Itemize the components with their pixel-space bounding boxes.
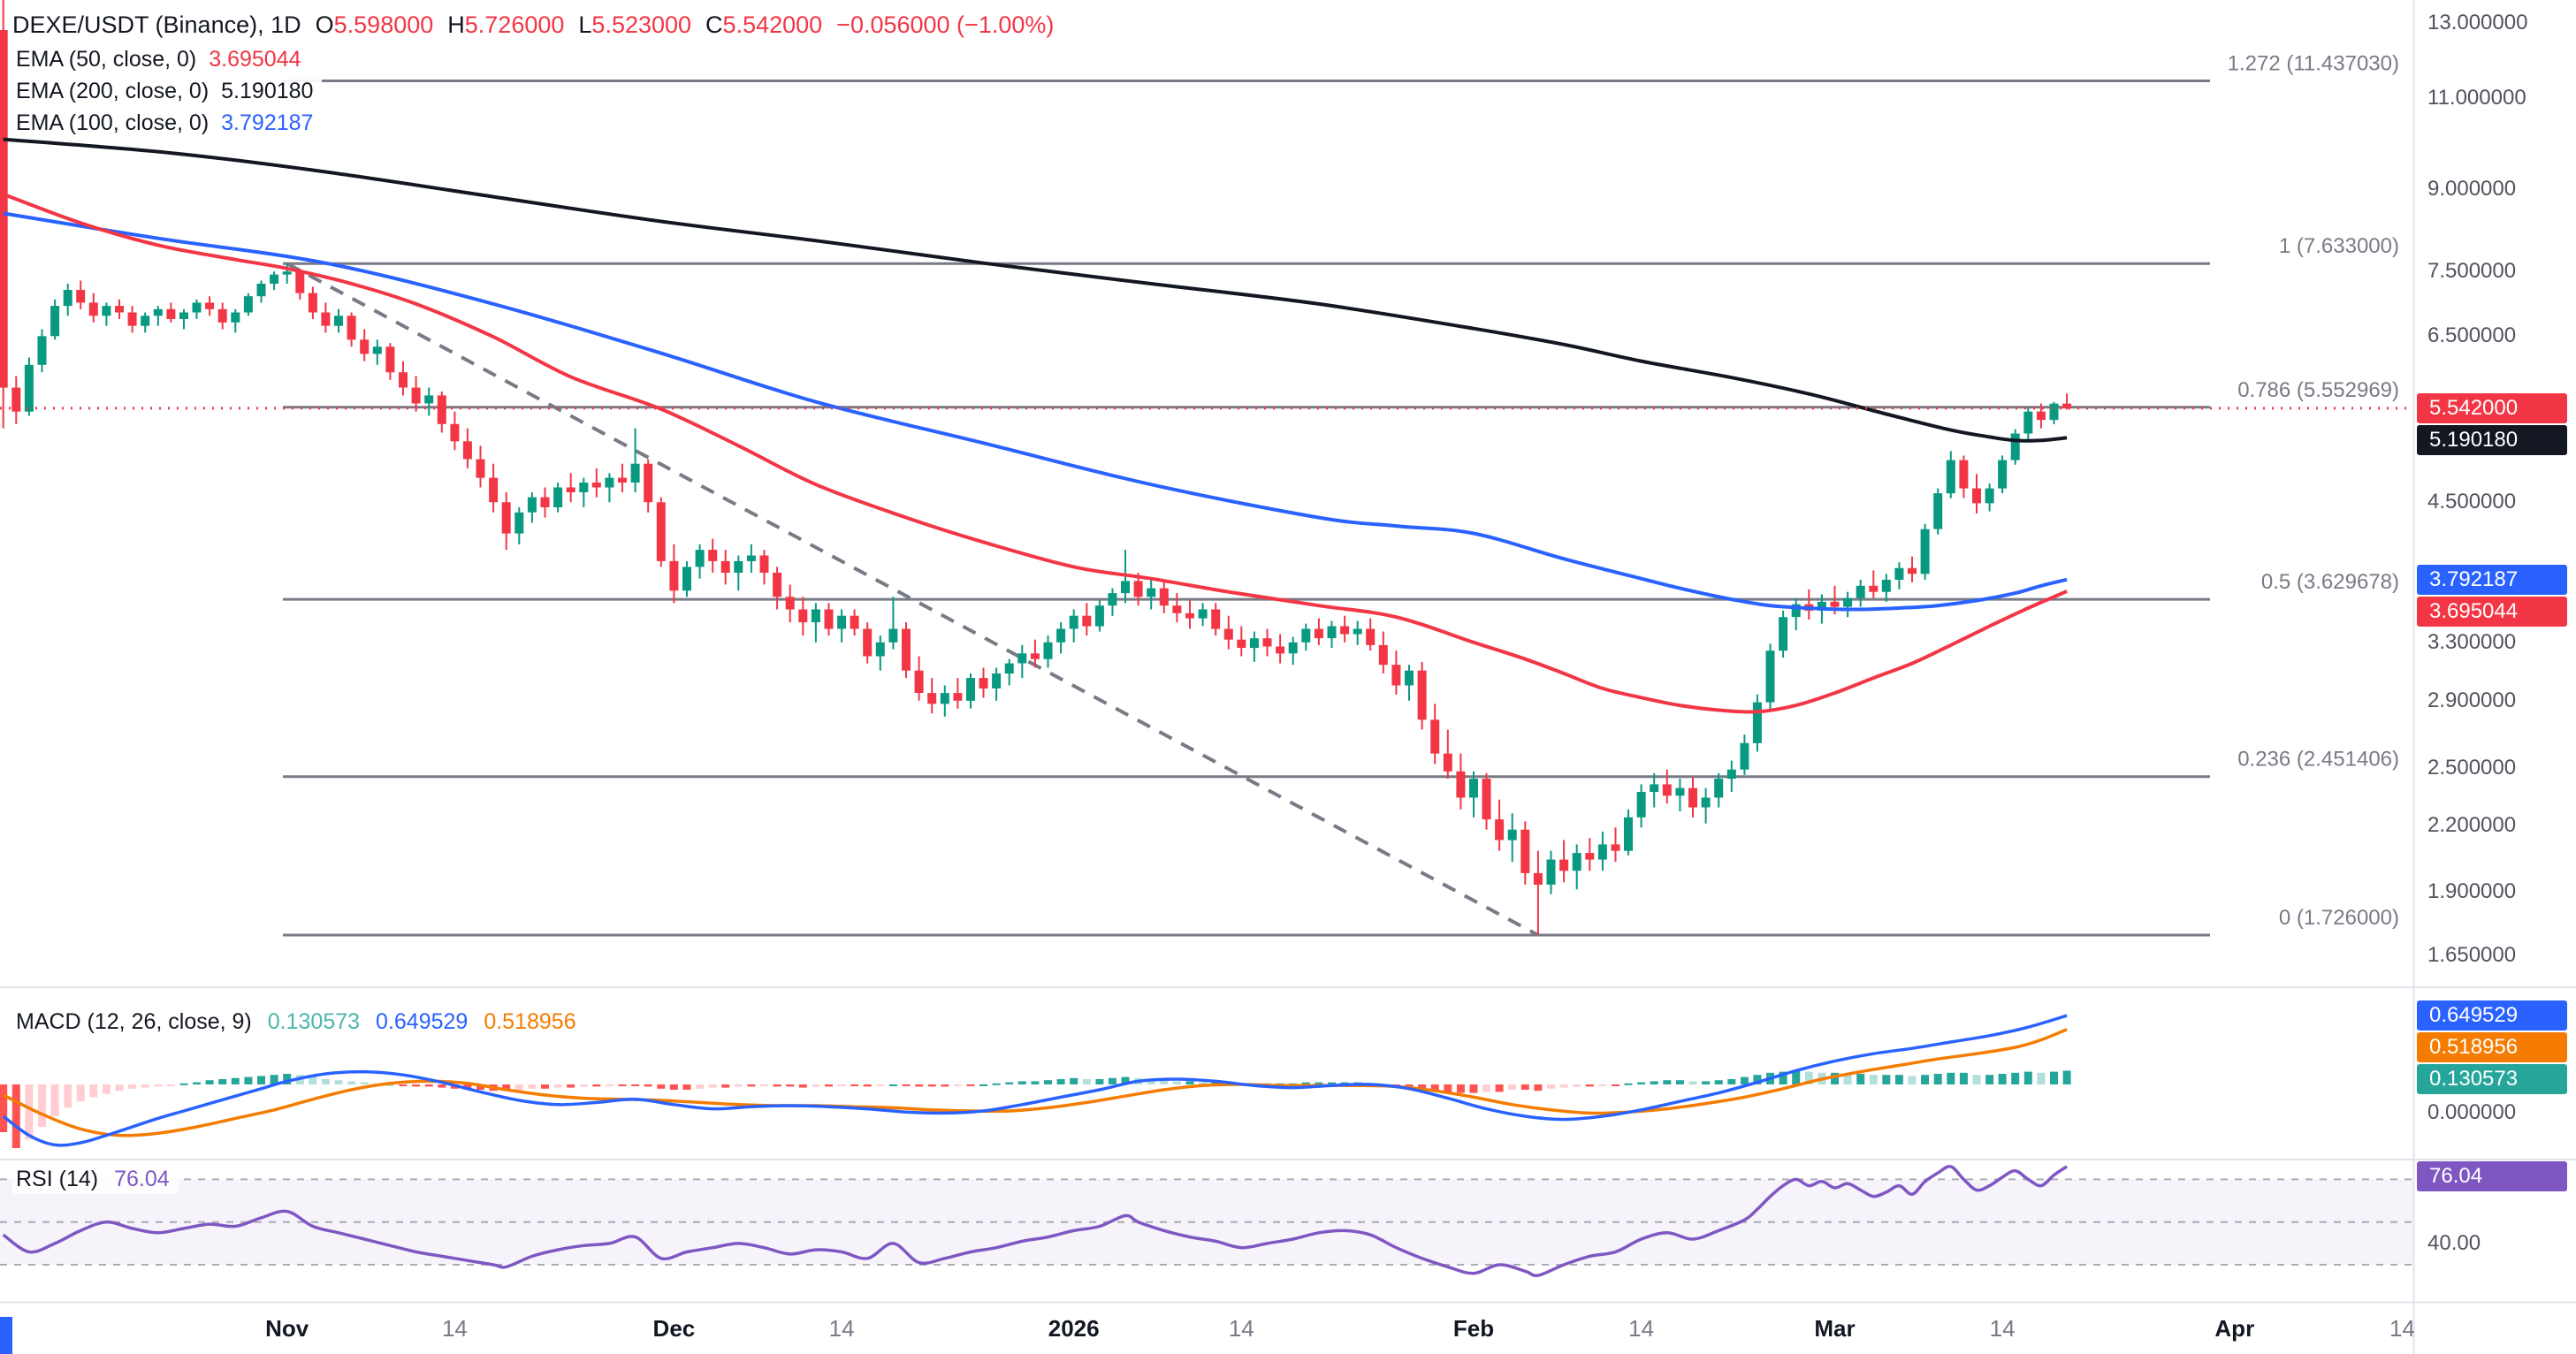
- axis-badge: 0.518956: [2417, 1032, 2567, 1062]
- ohlc-close: C5.542000: [705, 11, 823, 38]
- time-axis[interactable]: [0, 1303, 2413, 1354]
- fib-label: 1 (7.633000): [2279, 234, 2399, 258]
- macd-label: MACD (12, 26, close, 9): [16, 1009, 252, 1034]
- macd-signal-value: 0.518956: [484, 1009, 576, 1034]
- ema100-line[interactable]: [3, 211, 2068, 612]
- rsi-value: 76.04: [114, 1167, 170, 1191]
- macd-line-value: 0.649529: [376, 1009, 469, 1034]
- ema100-value: 3.792187: [221, 110, 314, 135]
- price-tick-label: 3.300000: [2427, 630, 2517, 654]
- axis-badge: 0.130573: [2417, 1064, 2567, 1094]
- price-tick-label: 13.000000: [2427, 11, 2528, 34]
- time-tick-label: Apr: [2214, 1315, 2254, 1342]
- tradingview-logo-sliver[interactable]: [0, 1317, 12, 1354]
- price-tick-label: 7.500000: [2427, 259, 2517, 283]
- price-change: −0.056000 (−1.00%): [836, 11, 1055, 38]
- symbol-title: DEXE/USDT (Binance), 1D: [12, 11, 301, 38]
- price-tick-label: 6.500000: [2427, 323, 2517, 347]
- time-tick-label: Feb: [1453, 1315, 1494, 1342]
- fib-label: 1.272 (11.437030): [2228, 52, 2399, 76]
- fib-label: 0.5 (3.629678): [2261, 570, 2399, 594]
- legend-panel: DEXE/USDT (Binance), 1D O5.598000 H5.726…: [12, 7, 1054, 138]
- indicator-legend-ema50[interactable]: EMA (50, close, 0) 3.695044: [12, 44, 310, 74]
- ohlc-high: H5.726000: [447, 11, 565, 38]
- axis-badge: 5.190180: [2417, 425, 2567, 455]
- time-tick-label: 14: [1628, 1315, 1654, 1342]
- time-tick-label: Mar: [1814, 1315, 1855, 1342]
- time-tick-label: 14: [442, 1315, 468, 1342]
- indicator-legend-ema100[interactable]: EMA (100, close, 0) 3.792187: [12, 108, 323, 138]
- time-tick-label: 14: [829, 1315, 855, 1342]
- price-axis[interactable]: 13.000000 11.000000 9.000000 7.500000 6.5000…: [2413, 0, 2576, 1354]
- time-tick-label: 14: [2389, 1315, 2415, 1342]
- price-tick-label: 11.000000: [2427, 86, 2526, 110]
- ema200-label: EMA (200, close, 0): [16, 78, 210, 103]
- fib-label: 0.236 (2.451406): [2237, 748, 2399, 772]
- price-pane[interactable]: [0, 0, 2413, 986]
- rsi-line[interactable]: [2, 1165, 2069, 1278]
- time-tick-label: Nov: [265, 1315, 309, 1342]
- axis-badge: 0.649529: [2417, 1000, 2567, 1031]
- macd-hist-value: 0.130573: [267, 1009, 361, 1034]
- axis-badge: 3.695044: [2417, 597, 2567, 627]
- time-axis-labels: Nov 14 Dec 14 2026 14 Feb 14 Mar 14 Apr 14: [265, 1315, 2415, 1342]
- indicator-legend-ema200[interactable]: EMA (200, close, 0) 5.190180: [12, 76, 323, 106]
- ema100-label: EMA (100, close, 0): [16, 110, 210, 135]
- trendline-dashed[interactable]: [286, 262, 1539, 937]
- macd-zero-label: 0.000000: [2427, 1100, 2517, 1124]
- macd-histogram: [0, 1070, 2071, 1148]
- macd-line[interactable]: [2, 1014, 2068, 1147]
- ema50-label: EMA (50, close, 0): [16, 46, 197, 72]
- fib-label: 0.786 (5.552969): [2237, 378, 2399, 402]
- ema200-value: 5.190180: [221, 78, 314, 103]
- axis-badge: 76.04: [2417, 1161, 2567, 1191]
- rsi-legend-row[interactable]: RSI (14) 76.04: [12, 1165, 179, 1194]
- ohlc-low: L5.523000: [578, 11, 692, 38]
- fib-label: 0 (1.726000): [2279, 906, 2399, 930]
- time-tick-label: 2026: [1048, 1315, 1100, 1342]
- ema50-value: 3.695044: [209, 46, 301, 72]
- price-tick-label: 2.500000: [2427, 756, 2517, 780]
- ohlc-open: O5.598000: [315, 11, 434, 38]
- rsi-label: RSI (14): [16, 1167, 99, 1191]
- price-tick-label: 2.900000: [2427, 688, 2517, 712]
- price-tick-label: 4.500000: [2427, 490, 2517, 513]
- fib-retracement: 1.272 (11.437030) 1 (7.633000) 0.786 (5.55…: [283, 52, 2399, 937]
- price-tick-label: 9.000000: [2427, 177, 2517, 201]
- ema200-line[interactable]: [3, 137, 2068, 443]
- ema50-line[interactable]: [3, 192, 2068, 714]
- price-tick-label: 2.200000: [2427, 813, 2517, 837]
- time-tick-label: 14: [1990, 1315, 2016, 1342]
- symbol-legend-row[interactable]: DEXE/USDT (Binance), 1D O5.598000 H5.726…: [12, 7, 1054, 42]
- axis-badge: 3.792187: [2417, 565, 2567, 595]
- macd-signal-line[interactable]: [2, 1028, 2068, 1137]
- time-tick-label: 14: [1229, 1315, 1254, 1342]
- macd-legend-row[interactable]: MACD (12, 26, close, 9) 0.130573 0.64952…: [12, 1008, 585, 1037]
- price-tick-label: 1.650000: [2427, 943, 2517, 967]
- time-tick-label: Dec: [653, 1315, 696, 1342]
- price-tick-label: 1.900000: [2427, 879, 2517, 903]
- axis-badge: 5.542000: [2417, 393, 2567, 423]
- rsi-tick-label: 40.00: [2427, 1231, 2481, 1255]
